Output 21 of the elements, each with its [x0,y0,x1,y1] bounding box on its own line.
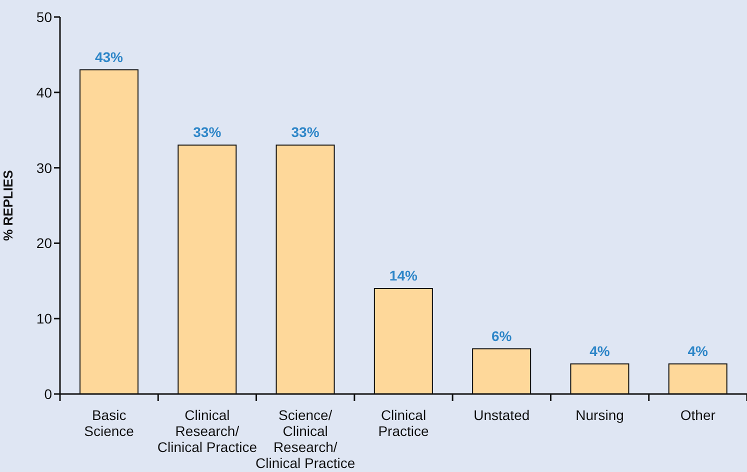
x-tick-label: Basic Science [84,407,134,439]
data-label: 4% [688,342,709,359]
y-axis-title: % REPLIES [0,170,16,241]
y-tick-label: 40 [36,84,52,100]
x-tick-label: Other [680,407,716,423]
y-tick-label: 30 [36,160,52,176]
x-tick-label: Unstated [474,407,530,423]
data-label: 33% [193,124,222,140]
data-label: 43% [94,48,124,65]
data-label: 6% [491,328,512,344]
y-tick-label: 10 [36,310,52,327]
y-tick-label: 0 [44,386,52,402]
y-tick-label: 50 [36,8,52,25]
x-tick-label: Science/ Clinical Research/ Clinical Practice [256,407,356,471]
x-tick-label: Clinical Practice [378,407,429,439]
x-tick-label: Clinical Research/ Clinical Practice [157,407,258,455]
data-label: 14% [389,267,418,284]
data-label: 4% [590,342,610,359]
x-tick-label: Nursing [576,407,624,423]
y-tick-label: 20 [36,235,52,252]
data-label: 33% [291,124,320,140]
